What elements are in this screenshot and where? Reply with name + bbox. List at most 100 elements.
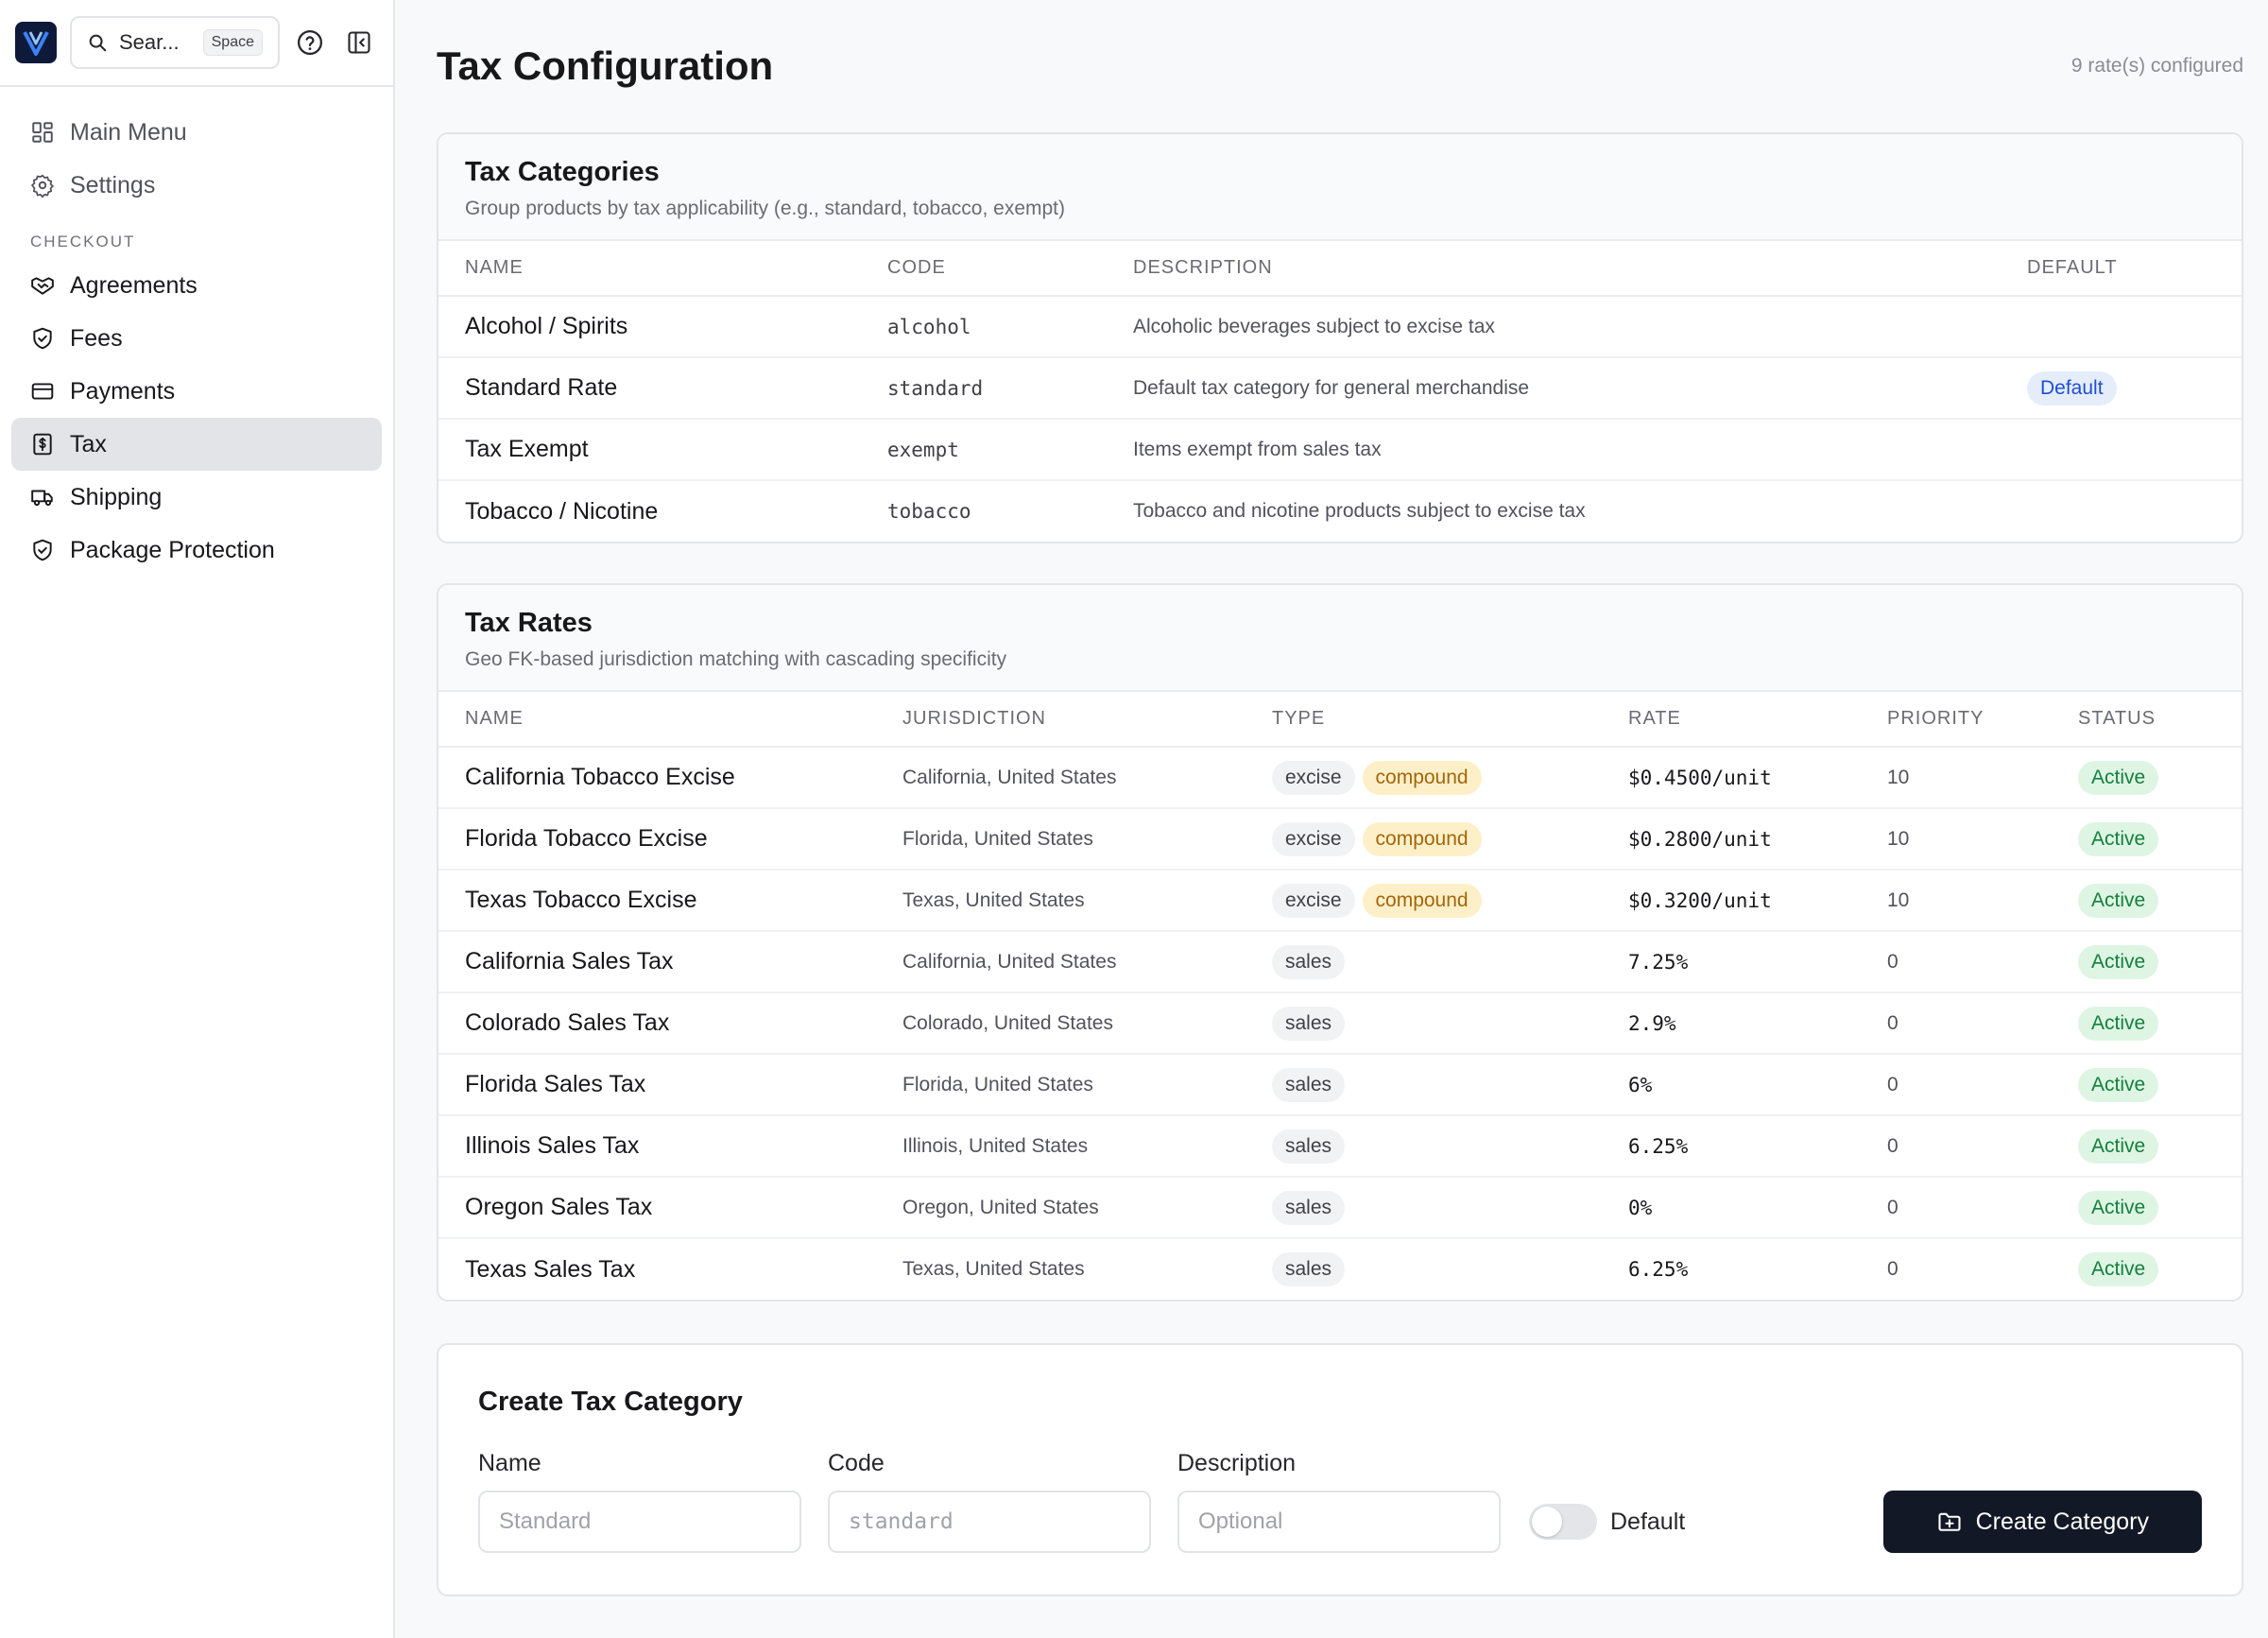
rate-type-cell: excise compound: [1246, 870, 1602, 932]
status-badge: Active: [2078, 1006, 2159, 1041]
description-input[interactable]: [1177, 1491, 1501, 1553]
code-input[interactable]: [828, 1491, 1151, 1553]
column-header-name[interactable]: NAME: [438, 241, 861, 297]
status-badge: Active: [2078, 1067, 2159, 1102]
name-input[interactable]: [478, 1491, 801, 1553]
rate-jurisdiction: Texas, United States: [902, 1258, 1085, 1280]
help-button[interactable]: [291, 24, 329, 61]
table-row[interactable]: Tobacco / Nicotine tobacco Tobacco and nic…: [438, 480, 2242, 542]
table-row[interactable]: Florida Sales Tax Florida, United States s…: [438, 1054, 2242, 1116]
table-row[interactable]: Texas Tobacco Excise Texas, United States…: [438, 870, 2242, 932]
rate-name: California Sales Tax: [438, 931, 876, 993]
column-header-status[interactable]: STATUS: [2052, 692, 2242, 748]
category-code: exempt: [861, 419, 1107, 481]
description-field-group: Description: [1177, 1450, 1501, 1553]
column-header-description[interactable]: DESCRIPTION: [1107, 241, 2001, 297]
tax-rates-card: Tax Rates Geo FK-based jurisdiction matc…: [437, 583, 2243, 1302]
table-row[interactable]: Colorado Sales Tax Colorado, United State…: [438, 992, 2242, 1055]
category-default-cell: Default: [2001, 357, 2242, 420]
tax-rates-table: NAME JURISDICTION TYPE RATE PRIORITY STA…: [438, 692, 2242, 1300]
rate-status-cell: Active: [2052, 1177, 2242, 1239]
rate-priority: 10: [1861, 808, 2052, 871]
rate-value: $0.4500/unit: [1602, 747, 1861, 809]
rate-status-cell: Active: [2052, 870, 2242, 932]
category-default-cell: [2001, 296, 2242, 358]
page-title: Tax Configuration: [437, 43, 774, 88]
truck-icon: [31, 490, 53, 507]
column-header-default[interactable]: DEFAULT: [2001, 241, 2242, 297]
category-description: Tobacco and nicotine products subject to…: [1133, 500, 1586, 522]
column-header-code[interactable]: CODE: [861, 241, 1107, 297]
table-row[interactable]: California Sales Tax California, United S…: [438, 931, 2242, 993]
card-header: Tax Rates Geo FK-based jurisdiction matc…: [438, 585, 2242, 692]
rate-priority: 0: [1861, 1115, 2052, 1178]
card-header: Tax Categories Group products by tax app…: [438, 134, 2242, 241]
sidebar-top-bar: Sear... Space: [0, 0, 393, 87]
sidebar-item-tax[interactable]: Tax: [11, 418, 382, 471]
default-toggle-label: Default: [1610, 1508, 1686, 1535]
search-shortcut-badge: Space: [202, 29, 263, 56]
rate-priority: 0: [1861, 1177, 2052, 1239]
rate-type-cell: sales: [1246, 1115, 1602, 1178]
sidebar-item-package-protection[interactable]: Package Protection: [11, 524, 382, 577]
rate-jurisdiction: Florida, United States: [876, 1054, 1246, 1116]
credit-card-icon: [31, 383, 54, 400]
description-label: Description: [1177, 1450, 1297, 1476]
handshake-icon: [31, 277, 54, 295]
gear-icon: [31, 174, 54, 198]
main-content: Tax Configuration 9 rate(s) configured T…: [395, 0, 2268, 1638]
app-logo[interactable]: [15, 22, 57, 63]
rate-priority: 0: [1887, 1258, 1899, 1280]
table-row[interactable]: Oregon Sales Tax Oregon, United States sal…: [438, 1177, 2242, 1239]
column-header-rate[interactable]: RATE: [1602, 692, 1861, 748]
sidebar-item-payments[interactable]: Payments: [11, 365, 382, 418]
default-toggle[interactable]: [1529, 1504, 1597, 1540]
category-name: Tobacco / Nicotine: [465, 497, 659, 525]
sidebar: Sear... Space: [0, 0, 395, 1638]
table-row[interactable]: Illinois Sales Tax Illinois, United State…: [438, 1115, 2242, 1178]
category-code: standard: [861, 357, 1107, 420]
rate-name: Colorado Sales Tax: [438, 992, 876, 1055]
search-box[interactable]: Sear... Space: [70, 16, 280, 69]
category-default-cell: [2001, 480, 2242, 542]
collapse-sidebar-button[interactable]: [340, 24, 378, 61]
compound-badge: compound: [1362, 883, 1482, 918]
sidebar-nav: Main Menu Settings CHECKOUT Agreements: [0, 87, 393, 595]
column-header-jurisdiction[interactable]: JURISDICTION: [876, 692, 1246, 748]
table-header-row: NAME JURISDICTION TYPE RATE PRIORITY STA…: [438, 692, 2242, 748]
table-row[interactable]: California Tobacco Excise California, Uni…: [438, 747, 2242, 809]
sidebar-item-label: Settings: [70, 171, 156, 198]
tax-rates-body: California Tobacco Excise California, Uni…: [438, 747, 2242, 1300]
sidebar-item-settings[interactable]: Settings: [11, 159, 382, 212]
rate-value: 6.25%: [1628, 1258, 1689, 1281]
sidebar-item-main-menu[interactable]: Main Menu: [11, 106, 382, 159]
compound-badge: compound: [1362, 760, 1482, 795]
table-row[interactable]: Florida Tobacco Excise Florida, United St…: [438, 808, 2242, 871]
toggle-knob: [1532, 1507, 1562, 1537]
table-row[interactable]: Texas Sales Tax Texas, United States sales…: [438, 1238, 2242, 1300]
rate-name: Illinois Sales Tax: [438, 1115, 876, 1178]
sidebar-item-shipping[interactable]: Shipping: [11, 471, 382, 524]
category-default-cell: [2001, 419, 2242, 481]
rate-status-cell: Active: [2052, 808, 2242, 871]
type-badge: sales: [1272, 1190, 1346, 1225]
table-row[interactable]: Tax Exempt exempt Items exempt from sales …: [438, 419, 2242, 481]
table-row[interactable]: Alcohol / Spirits alcohol Alcoholic bevera…: [438, 296, 2242, 358]
rate-priority: 10: [1861, 870, 2052, 932]
type-badge: sales: [1272, 1006, 1346, 1041]
rate-type-cell: sales: [1246, 931, 1602, 993]
sidebar-item-label: Main Menu: [70, 118, 187, 146]
sidebar-item-agreements[interactable]: Agreements: [11, 259, 382, 312]
type-badge: excise: [1272, 760, 1355, 795]
type-badge: sales: [1272, 944, 1346, 979]
create-category-button[interactable]: Create Category: [1882, 1491, 2202, 1553]
column-header-priority[interactable]: PRIORITY: [1861, 692, 2052, 748]
card-subtitle: Geo FK-based jurisdiction matching with …: [465, 648, 1007, 670]
rate-priority: 0: [1861, 931, 2052, 993]
folder-plus-icon: [1938, 1512, 1961, 1531]
table-row[interactable]: Standard Rate standard Default tax categor…: [438, 357, 2242, 420]
column-header-name[interactable]: NAME: [438, 692, 876, 748]
column-header-type[interactable]: TYPE: [1246, 692, 1602, 748]
sidebar-item-fees[interactable]: Fees: [11, 312, 382, 365]
